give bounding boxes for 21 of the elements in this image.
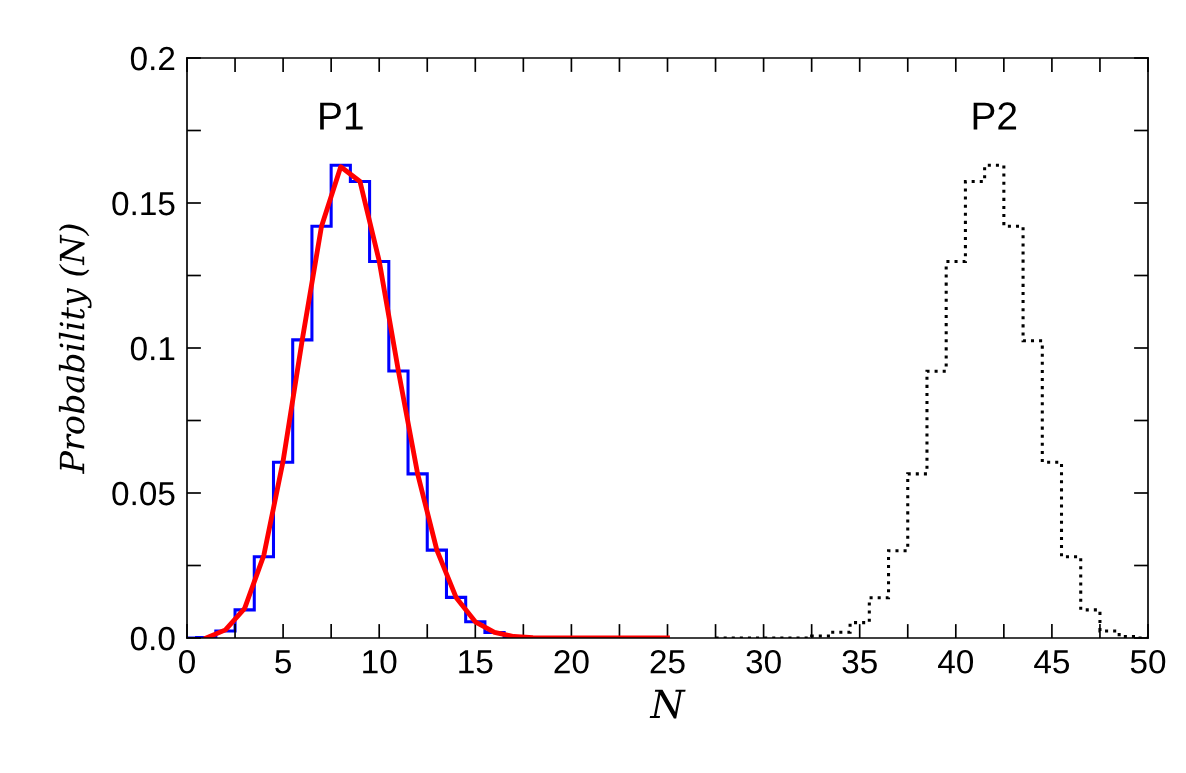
x-tick-label: 40 — [938, 649, 974, 674]
y-tick-label: 0.0 — [130, 626, 175, 651]
line-series — [203, 164, 670, 638]
y-tick-label: 0.2 — [130, 46, 175, 71]
x-tick-label: 15 — [459, 650, 493, 674]
annotation: P1 — [320, 102, 363, 130]
y-axis-title: Probability (N) — [58, 224, 92, 474]
x-tick-label: 5 — [275, 650, 291, 674]
x-axis-title: N — [649, 689, 686, 719]
x-tick-label: 0 — [179, 649, 195, 674]
x-tick-label: 45 — [1034, 650, 1070, 674]
y-tick-label: 0.05 — [112, 481, 175, 506]
x-tick-label: 20 — [554, 649, 589, 674]
y-tick-label: 0.1 — [130, 336, 175, 361]
x-tick-label: 35 — [842, 649, 877, 674]
x-tick-label: 50 — [1130, 649, 1166, 674]
x-tick-label: 30 — [746, 649, 781, 674]
y-tick-label: 0.15 — [112, 191, 175, 216]
x-tick-label: 25 — [650, 649, 685, 674]
annotation: P2 — [973, 102, 1017, 130]
x-tick-label: 10 — [363, 649, 397, 674]
